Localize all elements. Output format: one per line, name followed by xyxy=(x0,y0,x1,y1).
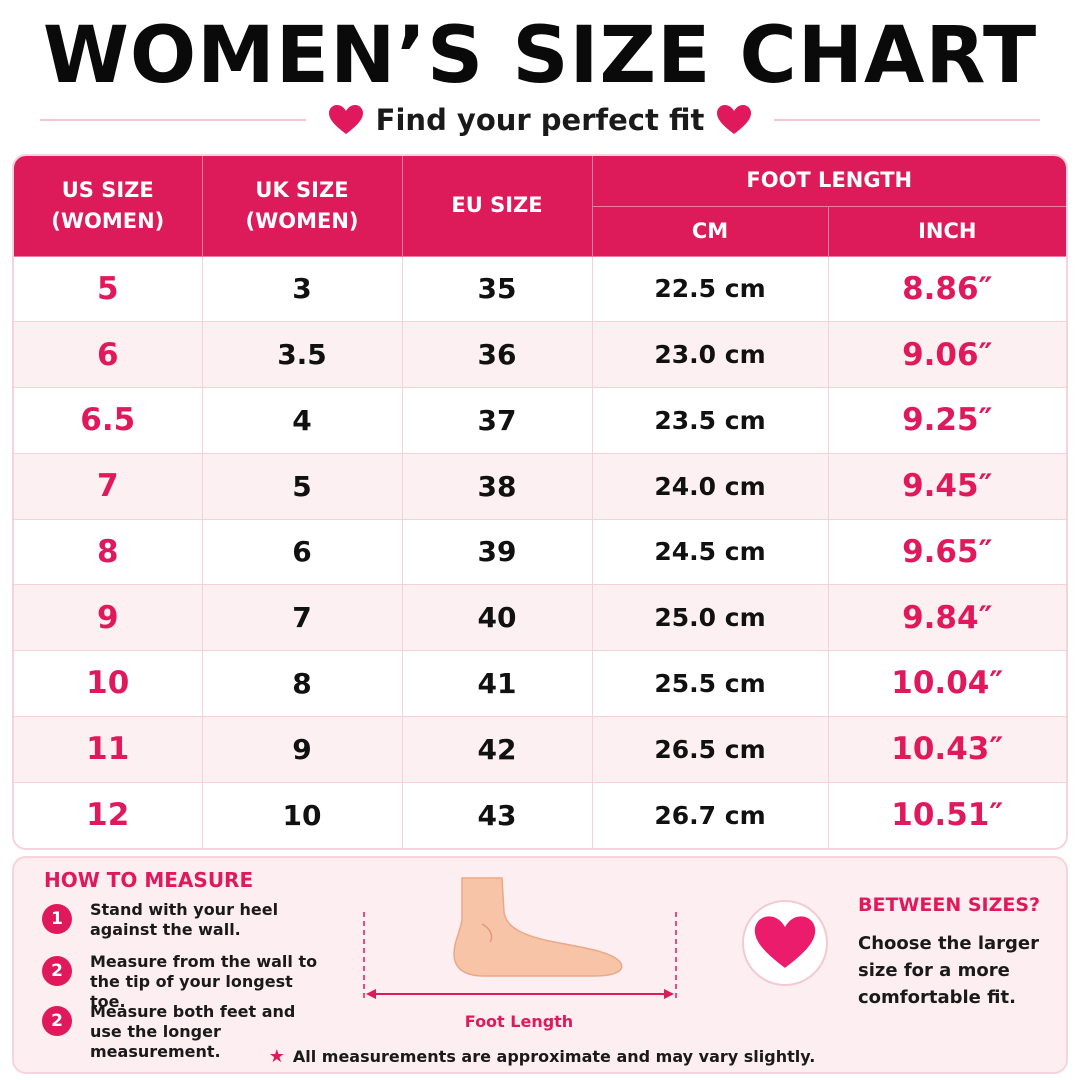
cell-inch: 9.06″ xyxy=(828,321,1066,388)
measure-info-panel: HOW TO MEASURE 1 Stand with your heel ag… xyxy=(12,856,1068,1074)
step-number-badge: 2 xyxy=(42,1006,72,1036)
cell-inch: 10.51″ xyxy=(891,797,1004,834)
cell-us-size: 5 xyxy=(14,256,203,323)
header-us-size: US SIZE (WOMEN) xyxy=(14,156,203,257)
cell-eu-size: 37 xyxy=(402,387,593,454)
cell-uk-size: 6 xyxy=(202,519,403,586)
cell-uk-size: 3 xyxy=(202,256,403,323)
step-number-badge: 2 xyxy=(42,956,72,986)
between-sizes-title: BETWEEN SIZES? xyxy=(858,894,1041,916)
cell-eu-size: 40 xyxy=(402,584,593,651)
cell-cm: 25.0 cm xyxy=(592,584,829,651)
step-text: Measure from the wall to the tip of your… xyxy=(90,952,318,1011)
heart-icon xyxy=(717,105,752,134)
size-table-body: 5 3 35 22.5 cm 8.86″ 6 3.5 36 23.0 cm 9.06″ 6.5 4 37… xyxy=(14,256,1066,848)
header-uk-size: UK SIZE (WOMEN) xyxy=(202,156,403,257)
step-text: Measure both feet and use the longer mea… xyxy=(90,1002,296,1061)
cell-us-size: 8 xyxy=(14,519,203,586)
step-text: Stand with your heel against the wall. xyxy=(90,900,279,939)
cell-inch: 9.65″ xyxy=(828,519,1066,586)
cell-eu-size: 38 xyxy=(402,453,593,520)
table-row: 5 3 35 22.5 cm 8.86″ xyxy=(14,256,1066,323)
foot-illustration: Foot Length xyxy=(354,872,684,1032)
star-icon: ★ xyxy=(268,1046,285,1067)
heart-badge xyxy=(742,900,828,986)
cell-inch: 10.43″ xyxy=(828,716,1066,783)
cell-us-size: 6.5 xyxy=(14,387,203,454)
divider-left xyxy=(40,119,306,121)
header-us-line2: (WOMEN) xyxy=(51,208,165,233)
cell-cm: 24.5 cm xyxy=(592,519,829,586)
cell-inch: 8.86″ xyxy=(828,256,1066,323)
header-eu-size: EU SIZE xyxy=(402,156,593,257)
subtitle-row: Find your perfect fit xyxy=(40,98,1040,142)
table-row: 10 8 41 25.5 cm 10.04″ xyxy=(14,650,1066,717)
cell-inch: 9.25″ xyxy=(828,387,1066,454)
header-inch: INCH xyxy=(828,206,1066,257)
table-row: 6 3.5 36 23.0 cm 9.06″ xyxy=(14,321,1066,388)
measure-step: 1 Stand with your heel against the wall. xyxy=(42,900,320,940)
cell-uk-size: 5 xyxy=(202,453,403,520)
cell-us-size: 7 xyxy=(14,453,203,520)
measure-step: 2 Measure both feet and use the longer m… xyxy=(42,1002,320,1062)
header-us-line1: US SIZE xyxy=(61,177,154,202)
cell-uk-size: 10 xyxy=(202,782,403,848)
header-cm: CM xyxy=(592,206,829,257)
page-title: WOMEN’S SIZE CHART xyxy=(42,11,1038,101)
cell-uk-size: 8 xyxy=(202,650,403,717)
header-uk-line2: (WOMEN) xyxy=(245,208,359,233)
cell-eu-size: 42 xyxy=(402,716,593,783)
footnote: ★ All measurements are approximate and m… xyxy=(14,1046,1070,1067)
how-to-measure-title: HOW TO MEASURE xyxy=(44,868,254,892)
subtitle: Find your perfect fit xyxy=(375,103,705,137)
cell-inch: 9.45″ xyxy=(828,453,1066,520)
cell-uk-size: 4 xyxy=(202,387,403,454)
footnote-text: All measurements are approximate and may… xyxy=(292,1047,816,1066)
header-uk-line1: UK SIZE xyxy=(255,177,349,202)
cell-us-size: 12 xyxy=(14,782,203,848)
cell-cm: 23.5 cm xyxy=(592,387,829,454)
header-foot-length: FOOT LENGTH xyxy=(592,156,1066,207)
between-sizes-text: Choose the larger size for a more comfor… xyxy=(858,933,1040,1008)
cell-cm: 26.7 cm xyxy=(592,782,829,848)
heart-icon xyxy=(328,105,363,134)
cell-cm: 25.5 cm xyxy=(592,650,829,717)
cell-cm: 22.5 cm xyxy=(592,256,829,323)
cell-us-size: 11 xyxy=(14,716,203,783)
step-number-badge: 1 xyxy=(42,904,72,934)
cell-uk-size: 9 xyxy=(202,716,403,783)
cell-us-size: 6 xyxy=(14,321,203,388)
cell-cm: 24.0 cm xyxy=(592,453,829,520)
cell-us-size: 9 xyxy=(14,584,203,651)
cell-us-size: 10 xyxy=(14,650,203,717)
cell-uk-size: 7 xyxy=(202,584,403,651)
cell-inch: 9.84″ xyxy=(828,584,1066,651)
cell-eu-size: 39 xyxy=(402,519,593,586)
cell-eu-size: 36 xyxy=(402,321,593,388)
size-table-container: US SIZE (WOMEN) UK SIZE (WOMEN) EU SIZE … xyxy=(12,154,1068,850)
cell-eu-size: 41 xyxy=(402,650,593,717)
cell-cm: 23.0 cm xyxy=(592,321,829,388)
size-table: US SIZE (WOMEN) UK SIZE (WOMEN) EU SIZE … xyxy=(14,156,1066,848)
table-row: 6.5 4 37 23.5 cm 9.25″ xyxy=(14,387,1066,454)
divider-right xyxy=(774,119,1040,121)
table-row: 7 5 38 24.0 cm 9.45″ xyxy=(14,453,1066,520)
cell-uk-size: 3.5 xyxy=(202,321,403,388)
foot-icon xyxy=(363,877,677,1000)
cell-cm: 26.5 cm xyxy=(592,716,829,783)
table-row: 8 6 39 24.5 cm 9.65″ xyxy=(14,519,1066,586)
cell-inch: 10.04″ xyxy=(828,650,1066,717)
table-row: 12 10 43 26.7 cm 10.51″ xyxy=(14,782,1066,848)
subtitle-group: Find your perfect fit xyxy=(306,103,775,137)
cell-eu-size: 35 xyxy=(402,256,593,323)
heart-icon xyxy=(754,916,816,968)
table-row: 9 7 40 25.0 cm 9.84″ xyxy=(14,584,1066,651)
foot-length-label: Foot Length xyxy=(464,1012,574,1031)
cell-eu-size: 43 xyxy=(402,782,593,848)
measure-step: 2 Measure from the wall to the tip of yo… xyxy=(42,952,320,1012)
table-row: 11 9 42 26.5 cm 10.43″ xyxy=(14,716,1066,783)
